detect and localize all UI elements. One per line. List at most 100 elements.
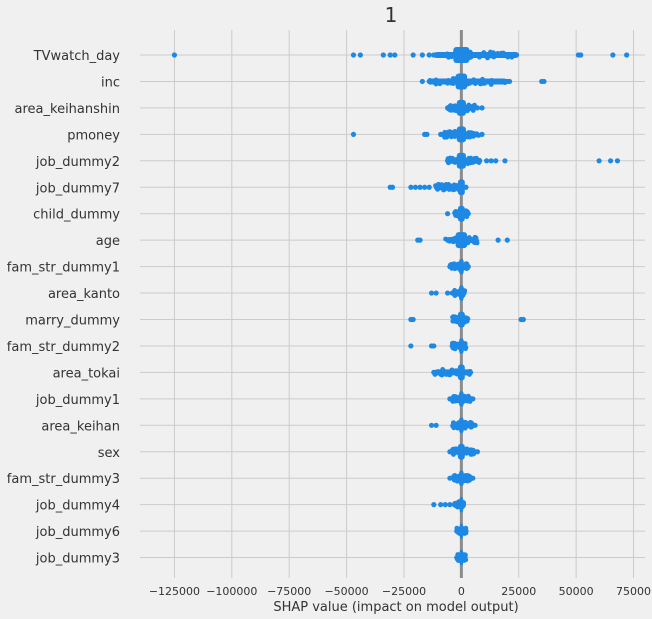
shap-point [495,237,501,243]
shap-point [431,52,437,58]
shap-dot [465,449,471,455]
shap-dot [453,76,459,81]
shap-point [484,158,490,164]
shap-point [474,105,481,111]
shap-point [493,158,499,164]
shap-point [438,78,444,85]
shap-point [417,237,423,243]
shap-point [624,52,630,58]
shap-dot [459,344,465,350]
shap-dot [487,51,493,57]
shap-dot [461,501,466,507]
shap-dot [455,213,461,219]
shap-dot [481,50,487,55]
shap-dot [452,128,458,134]
shap-dot [483,53,489,59]
shap-point [444,211,451,217]
shap-dot [462,341,468,346]
feature-label: job_dummy2 [35,155,120,170]
shap-dot [454,209,460,215]
x-tick-label: 25000 [501,585,536,598]
shap-dot [457,368,463,374]
shap-dot [455,51,461,57]
feature-label: TVwatch_day [33,49,121,64]
feature-label: job_dummy6 [35,525,120,540]
shap-point [463,528,469,534]
shap-dot [469,52,475,58]
shap-point [428,422,435,428]
shap-dot [440,52,446,58]
shap-dot [457,478,463,483]
shap-dot [453,107,459,112]
feature-label: job_dummy1 [35,393,120,408]
shap-dot [444,51,450,57]
shap-point [449,343,455,349]
feature-label: child_dummy [33,208,120,223]
x-tick-label: −25000 [382,585,426,598]
shap-dot [509,54,515,60]
shap-dot [464,78,469,84]
shap-dot [457,396,463,401]
shap-point [447,475,453,481]
shap-dot [460,421,466,427]
shap-dot [451,182,457,188]
shap-point [431,502,437,508]
x-axis-label: SHAP value (impact on model output) [273,600,518,615]
shap-point [422,184,428,190]
shap-point [465,211,471,217]
shap-point [451,502,458,508]
dots-layer [171,47,630,566]
shap-dot [451,238,457,244]
shap-dot [460,131,465,137]
shap-dot [464,315,470,321]
shap-point [467,369,474,375]
shap-dot [456,262,462,268]
shap-point [474,449,481,455]
shap-point [477,158,483,164]
feature-label: pmoney [67,128,120,143]
shap-point [488,158,494,164]
shap-point [472,131,478,137]
shap-point [408,343,414,349]
shap-dot [437,184,442,190]
shap-dot [451,425,457,431]
shap-point [417,184,423,190]
shap-dot [477,54,482,60]
shap-point [412,184,419,190]
shap-point [438,369,444,375]
shap-dot [458,78,464,84]
shap-dot [467,157,472,163]
shap-dot [474,78,480,84]
shap-point [479,105,485,111]
shap-dot [447,183,453,189]
shap-dot [456,316,462,321]
shap-dot [451,317,457,323]
shap-point [470,396,476,402]
shap-dot [461,161,467,166]
shap-dot [449,54,454,60]
shap-point [447,396,453,402]
shap-point [506,78,513,85]
x-tick-label: −50000 [324,585,368,598]
x-tick-label: −125000 [149,585,200,598]
shap-dot [452,398,458,404]
shap-point [426,78,432,85]
shap-dot [472,240,477,246]
shap-point [504,237,510,243]
shap-point [426,52,432,58]
shap-point [444,158,451,164]
x-tick-label: 50000 [559,585,594,598]
shap-point [357,52,363,58]
shap-point [380,52,386,58]
shap-dot [449,370,454,376]
shap-point [392,52,398,58]
shap-point [350,52,357,58]
shap-dot [497,79,503,85]
shap-dot [443,182,449,187]
x-tick-label: −75000 [267,585,311,598]
shap-dot [458,157,464,163]
shap-point [433,422,439,428]
feature-label: area_tokai [53,366,120,381]
feature-label: fam_str_dummy3 [7,472,120,487]
